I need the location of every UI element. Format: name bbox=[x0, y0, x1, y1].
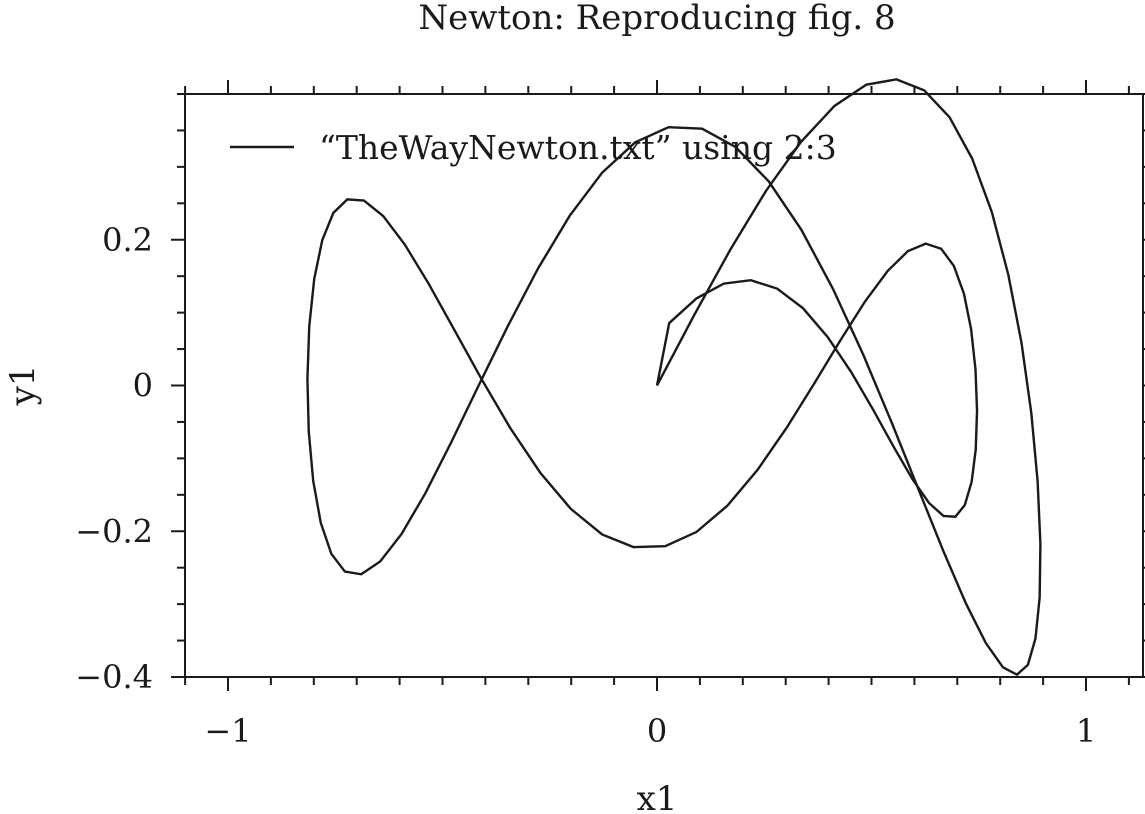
x-tick-label: 1 bbox=[1076, 712, 1096, 750]
y-axis-label: y1 bbox=[3, 365, 43, 407]
x-tick-label: 0 bbox=[647, 712, 667, 750]
legend-label: “TheWayNewton.txt” using 2:3 bbox=[319, 128, 837, 167]
series-line bbox=[306, 78, 1042, 677]
y-tick-label: 0.2 bbox=[102, 221, 153, 259]
y-tick-label: −0.2 bbox=[75, 512, 153, 550]
x-axis-label: x1 bbox=[637, 779, 678, 814]
y-tick-label: 0 bbox=[133, 367, 153, 405]
y-tick-label: −0.4 bbox=[75, 658, 153, 696]
chart-title: Newton: Reproducing fig. 8 bbox=[418, 0, 895, 38]
plot-frame bbox=[184, 93, 1144, 678]
x-tick-label: −1 bbox=[204, 712, 251, 750]
